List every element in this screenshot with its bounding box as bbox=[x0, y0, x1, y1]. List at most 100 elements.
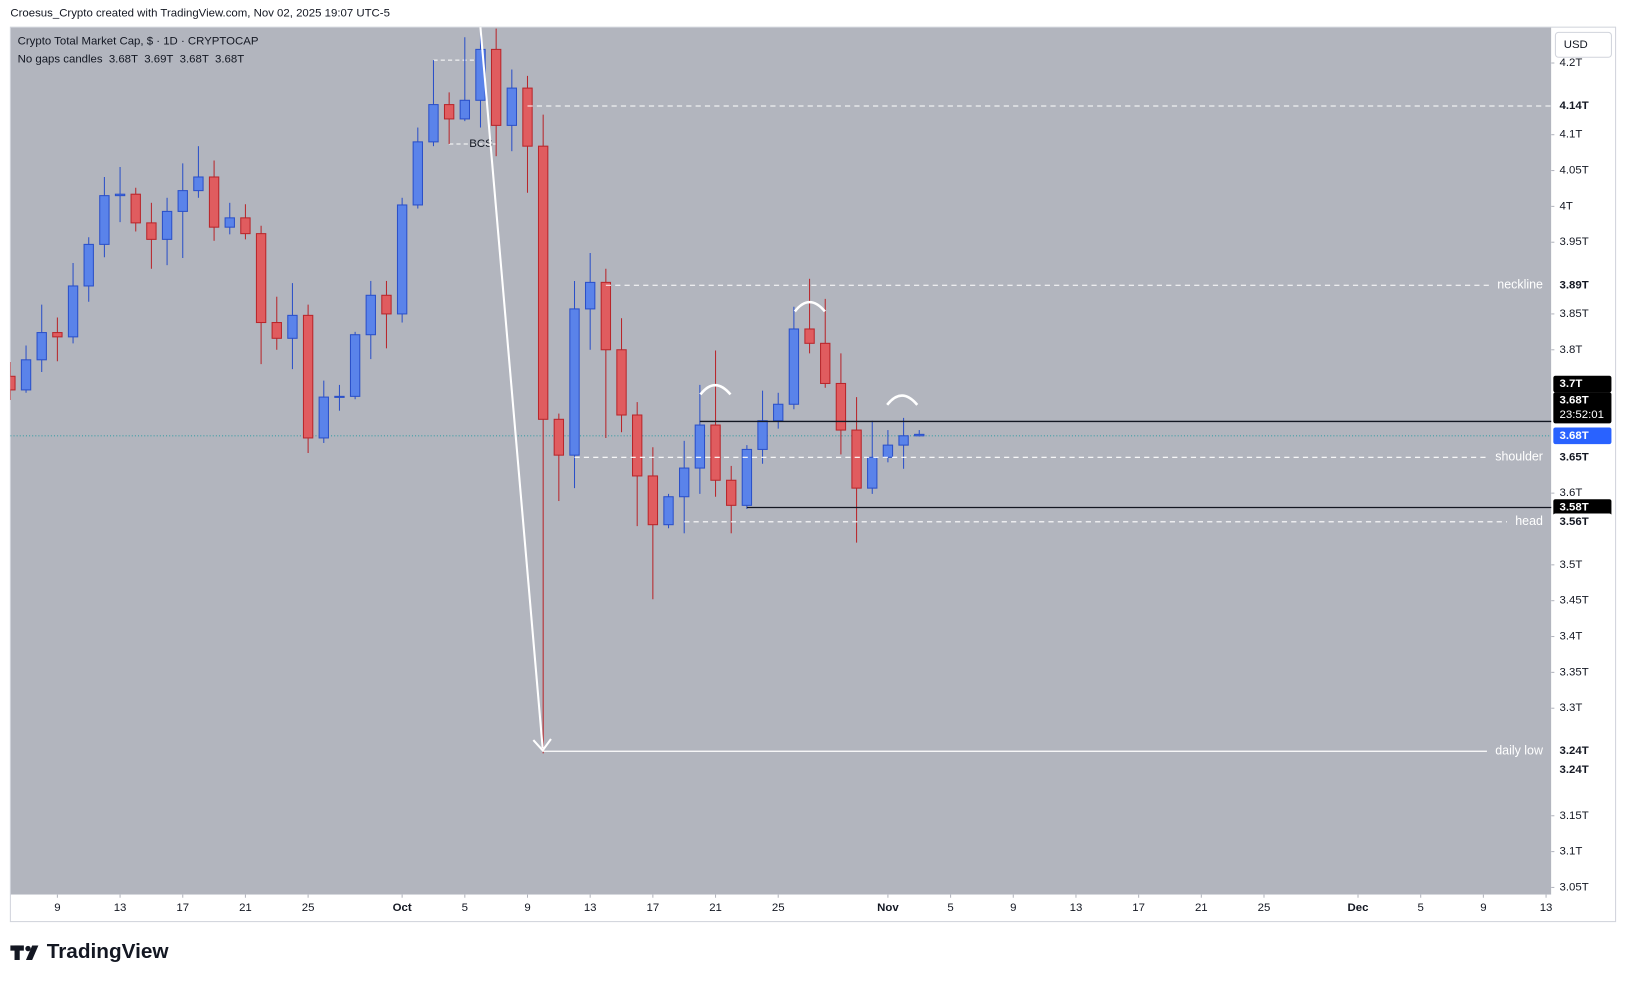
x-tick-label: 9 bbox=[1010, 902, 1016, 914]
arrow-line bbox=[479, 27, 544, 749]
candle-body bbox=[600, 281, 612, 351]
x-tick-label: 13 bbox=[1540, 902, 1553, 914]
candle-body bbox=[726, 479, 737, 506]
level-name: neckline bbox=[1497, 278, 1543, 292]
candle-body bbox=[161, 210, 173, 240]
candle-body bbox=[177, 190, 188, 212]
y-tick-label: 4.05T bbox=[1560, 165, 1589, 177]
candle-body bbox=[255, 233, 267, 324]
brand-name: TradingView bbox=[47, 940, 170, 963]
candle-body bbox=[882, 444, 894, 458]
price-label: 3.65T bbox=[1560, 451, 1589, 463]
price-label-box bbox=[1553, 427, 1612, 445]
x-tick-label: 25 bbox=[302, 902, 315, 914]
y-tick-label: 3.35T bbox=[1560, 666, 1589, 678]
overlay: neckline shoulder head daily low bbox=[479, 27, 1552, 758]
candle-body bbox=[10, 375, 16, 391]
plot-background bbox=[10, 27, 1552, 895]
x-tick-label: Oct bbox=[393, 902, 412, 914]
candle-body bbox=[365, 294, 376, 336]
candle-body bbox=[271, 322, 282, 339]
shoulder-arc bbox=[886, 394, 919, 406]
candle-body bbox=[835, 382, 847, 431]
x-tick-label: 13 bbox=[1070, 902, 1083, 914]
candle-body bbox=[851, 429, 862, 489]
head-arc bbox=[793, 300, 826, 313]
y-tick-label: 3.1T bbox=[1560, 846, 1583, 858]
candle-body bbox=[898, 435, 909, 446]
candle-body bbox=[459, 99, 471, 120]
candle-body bbox=[334, 395, 345, 398]
candle-body bbox=[208, 176, 220, 228]
currency-label[interactable]: USD bbox=[1564, 39, 1588, 51]
price-label-box bbox=[1553, 499, 1612, 516]
x-tick-label: 5 bbox=[1418, 902, 1424, 914]
candle-body bbox=[820, 342, 831, 384]
x-tick-label: 25 bbox=[772, 902, 785, 914]
candle-body bbox=[287, 314, 298, 339]
currency-box[interactable] bbox=[1554, 31, 1612, 58]
price-label-box bbox=[1553, 375, 1612, 393]
price-label-box bbox=[1553, 513, 1612, 531]
y-tick-label: 4.1T bbox=[1560, 129, 1583, 141]
price-label: 3.7T bbox=[1560, 378, 1583, 390]
candle-body bbox=[522, 87, 533, 147]
legend-value: 3.68T bbox=[215, 53, 244, 65]
symbol-title: Crypto Total Market Cap, $ · 1D · CRYPTO… bbox=[18, 36, 259, 48]
legend-value: 3.68T bbox=[109, 53, 138, 65]
level-name: daily low bbox=[1495, 744, 1544, 758]
price-label-box bbox=[1553, 742, 1612, 760]
currency-button[interactable]: USD bbox=[1554, 31, 1612, 58]
annotation-text: BCS bbox=[469, 138, 493, 150]
x-tick-label: 13 bbox=[584, 902, 597, 914]
legend-value: 3.68T bbox=[180, 53, 209, 65]
candle-body bbox=[130, 193, 141, 224]
candle-body bbox=[443, 104, 455, 120]
plot: BCS bbox=[10, 28, 1552, 754]
x-tick-label: 9 bbox=[54, 902, 60, 914]
candle-body bbox=[804, 328, 815, 344]
price-label: 3.24T bbox=[1560, 764, 1589, 776]
x-tick-label: 21 bbox=[1195, 902, 1208, 914]
price-label-box bbox=[1553, 449, 1612, 466]
time-axis bbox=[10, 894, 1616, 922]
legend-value: 3.69T bbox=[144, 53, 173, 65]
candle-body bbox=[83, 243, 94, 287]
candle-body bbox=[302, 314, 314, 439]
candle-body bbox=[193, 176, 204, 192]
logo-slash bbox=[25, 945, 39, 960]
credit-line: Croesus_Crypto created with TradingView.… bbox=[10, 8, 390, 20]
y-tick-label: 3.45T bbox=[1560, 595, 1589, 607]
level-name: shoulder bbox=[1495, 450, 1543, 464]
price-label: 3.58T bbox=[1560, 502, 1589, 514]
candle-body bbox=[428, 104, 439, 143]
candle-body bbox=[396, 204, 408, 315]
chart-frame bbox=[9, 26, 1617, 923]
candle-body bbox=[788, 328, 800, 405]
candle-body bbox=[710, 424, 721, 481]
shoulder-arc bbox=[699, 383, 732, 396]
candle-body bbox=[553, 418, 565, 456]
y-tick-label: 3.85T bbox=[1560, 308, 1589, 320]
candle-body bbox=[663, 496, 674, 526]
y-tick-label: 3.6T bbox=[1560, 487, 1583, 499]
candle-body bbox=[584, 281, 596, 310]
price-label: 3.24T bbox=[1560, 745, 1589, 757]
y-tick-label: 3.8T bbox=[1560, 344, 1583, 356]
candle-body bbox=[36, 332, 47, 361]
candle-body bbox=[67, 285, 79, 338]
x-tick-label: 17 bbox=[647, 902, 660, 914]
candle-body bbox=[318, 396, 329, 439]
y-tick-label: 3.3T bbox=[1560, 702, 1583, 714]
x-tick-label: 21 bbox=[709, 902, 722, 914]
price-label-box bbox=[1553, 392, 1612, 424]
candle-body bbox=[224, 217, 235, 228]
candle-body bbox=[679, 467, 690, 498]
candle-body bbox=[506, 87, 518, 126]
candle-body bbox=[773, 403, 784, 422]
legend-name: No gaps candles bbox=[18, 53, 103, 65]
y-tick-label: 4.2T bbox=[1560, 57, 1583, 69]
y-tick-label: 3.15T bbox=[1560, 810, 1589, 822]
candle-body bbox=[99, 195, 110, 245]
arrow-head bbox=[532, 738, 552, 753]
